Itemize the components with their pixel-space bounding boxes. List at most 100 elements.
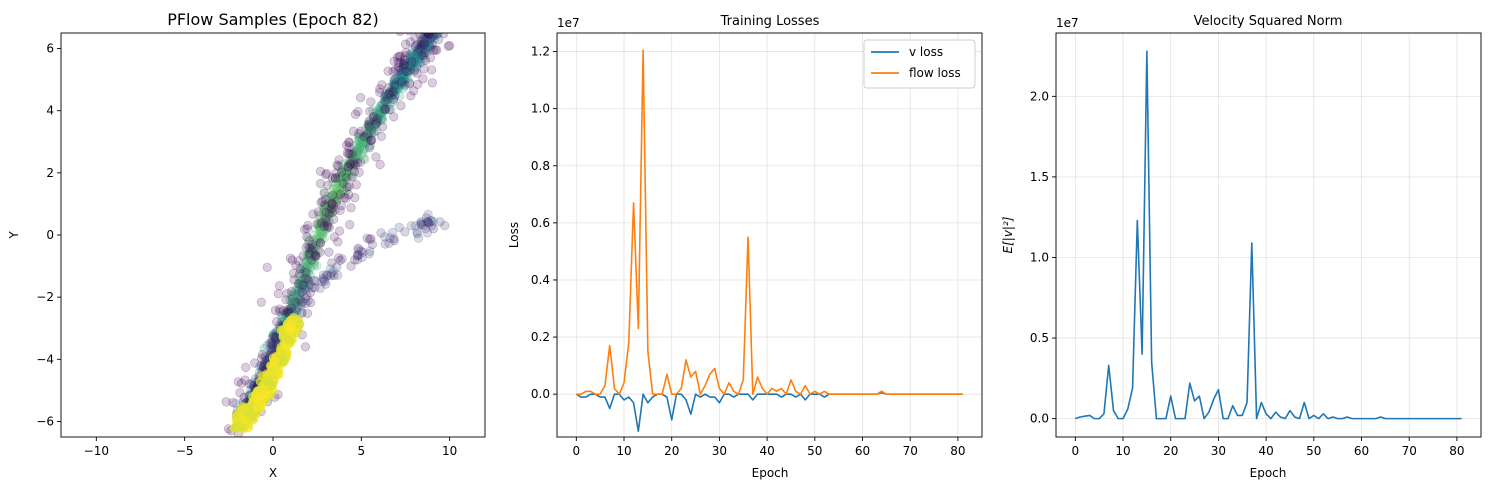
scatter-point — [406, 65, 416, 75]
scatter-point — [321, 211, 331, 221]
scatter-point — [235, 388, 245, 398]
scatter-point — [420, 43, 430, 53]
scatter-point — [320, 217, 330, 227]
scatter-point — [391, 83, 401, 93]
scatter-point — [311, 233, 322, 243]
scatter-point — [434, 34, 444, 45]
scatter-point — [373, 108, 384, 118]
scatter-point — [384, 104, 394, 115]
scatter-point — [405, 78, 415, 88]
scatter-point — [308, 251, 318, 262]
scatter-point — [399, 60, 410, 70]
scatter-point — [381, 89, 391, 99]
y-tick-label: 0.8 — [531, 159, 550, 173]
scatter-point — [376, 131, 387, 141]
scatter-point — [405, 62, 415, 72]
norm-panel: 0 10 20 30 40 50 60 70 80 0.0 0.5 1.0 1.5 2.0 1e7 Ve… — [1001, 14, 1482, 480]
scatter-point — [405, 37, 415, 47]
scatter-point — [366, 124, 377, 134]
scatter-point — [268, 329, 278, 339]
scatter-point — [315, 166, 326, 176]
scatter-point — [377, 100, 387, 111]
scatter-point — [361, 129, 371, 140]
scatter-point — [383, 94, 393, 105]
scatter-point — [379, 95, 390, 105]
x-tick-label: 70 — [903, 444, 918, 458]
scatter-point — [296, 283, 306, 293]
scatter-point — [310, 238, 320, 248]
scatter-point — [428, 224, 439, 234]
scatter-point — [352, 148, 362, 158]
scatter-point — [316, 218, 327, 228]
scatter-point — [293, 300, 303, 310]
scatter-point — [316, 197, 326, 208]
scatter-point — [369, 114, 379, 124]
scatter-point — [346, 203, 356, 213]
scatter-point — [337, 171, 347, 181]
scatter-point — [391, 74, 401, 84]
x-tick-label: 40 — [759, 444, 774, 458]
scatter-point — [322, 201, 333, 212]
scatter-point — [333, 172, 343, 182]
scatter-point — [392, 83, 403, 93]
scatter-point — [371, 119, 381, 129]
scatter-point — [406, 63, 416, 73]
scatter-point — [293, 295, 303, 305]
scatter-point — [420, 39, 430, 49]
scatter-point — [281, 295, 291, 305]
scatter-point — [341, 171, 351, 182]
scatter-point — [361, 124, 371, 134]
scatter-point — [300, 342, 310, 352]
scatter-point — [394, 222, 404, 232]
scatter-point — [315, 283, 325, 293]
scatter-point — [301, 265, 311, 275]
scatter-point — [305, 270, 315, 280]
scatter-point — [428, 45, 439, 55]
scatter-point — [365, 119, 375, 129]
scatter-point — [386, 104, 396, 115]
scatter-point — [425, 34, 435, 44]
scatter-point — [335, 189, 346, 199]
scatter-point — [352, 149, 362, 159]
scatter-point — [308, 209, 318, 219]
scatter-point — [428, 33, 438, 40]
scatter-point — [407, 45, 417, 56]
scatter-y-axis-label: Y — [7, 231, 21, 240]
scatter-point — [341, 193, 351, 203]
scatter-point — [369, 122, 380, 132]
scatter-point — [370, 114, 380, 124]
scatter-point — [334, 190, 345, 200]
scatter-point — [311, 238, 321, 249]
scatter-point — [415, 42, 426, 52]
scatter-point — [303, 233, 313, 243]
scatter-point — [284, 304, 294, 314]
scatter-point — [240, 415, 250, 425]
scatter-point — [359, 131, 369, 142]
scatter-point — [429, 33, 439, 40]
scatter-point — [291, 286, 301, 296]
scatter-point — [303, 261, 313, 271]
scatter-point — [315, 227, 325, 237]
scatter-point — [399, 56, 409, 66]
scatter-point — [416, 50, 426, 60]
scatter-point — [317, 228, 327, 238]
scatter-point — [380, 104, 390, 114]
scatter-point — [407, 53, 418, 63]
scatter-point — [393, 66, 404, 76]
x-tick-label: 70 — [1402, 444, 1417, 458]
scatter-point — [284, 306, 294, 316]
scatter-point — [337, 159, 347, 170]
scatter-point — [301, 243, 311, 253]
scatter-point — [345, 160, 355, 170]
scatter-point — [315, 233, 325, 243]
scatter-point — [419, 41, 429, 52]
scatter-point — [408, 54, 418, 64]
scatter-point — [303, 220, 313, 231]
scatter-point — [328, 195, 339, 205]
scatter-point — [416, 44, 427, 54]
scatter-point — [267, 338, 277, 348]
scatter-point — [388, 86, 398, 97]
scatter-point — [310, 249, 320, 259]
scatter-point — [362, 132, 372, 142]
scatter-point — [389, 88, 399, 98]
